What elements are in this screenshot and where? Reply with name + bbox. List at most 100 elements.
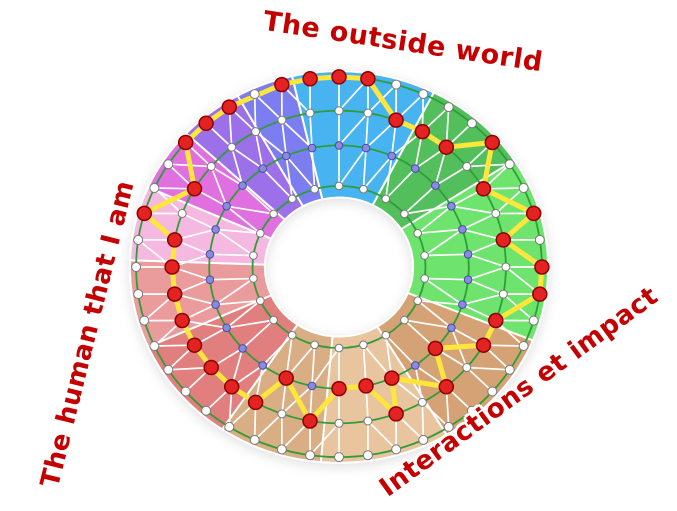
red-node[interactable] (166, 232, 183, 248)
red-node[interactable] (388, 112, 404, 128)
wheel-node[interactable] (205, 275, 215, 285)
red-node[interactable] (488, 312, 504, 329)
red-node[interactable] (203, 359, 219, 376)
red-node[interactable] (384, 370, 400, 386)
wheel-node[interactable] (418, 434, 429, 445)
wheel-node[interactable] (211, 225, 220, 234)
wheel-node[interactable] (149, 341, 160, 351)
wheel-node[interactable] (334, 418, 344, 428)
wheel-node[interactable] (458, 225, 467, 234)
wheel-node[interactable] (249, 434, 260, 445)
red-node[interactable] (438, 139, 455, 155)
wheel-node[interactable] (139, 315, 150, 326)
wheel-node[interactable] (251, 127, 261, 137)
wheel-node[interactable] (413, 229, 423, 238)
wheel-node[interactable] (391, 444, 402, 455)
wheel-node[interactable] (359, 340, 368, 350)
wheel-node[interactable] (163, 364, 174, 375)
red-node[interactable] (438, 379, 455, 395)
wheel-node[interactable] (281, 151, 291, 161)
wheel-node[interactable] (391, 79, 402, 90)
wheel-node[interactable] (277, 115, 287, 125)
red-node[interactable] (278, 370, 294, 386)
wheel-node[interactable] (334, 181, 344, 191)
wheel-node[interactable] (277, 409, 287, 419)
wheel-node[interactable] (180, 386, 191, 397)
red-node[interactable] (174, 312, 190, 329)
wheel-node[interactable] (310, 340, 319, 350)
wheel-node[interactable] (258, 164, 268, 173)
wheel-node[interactable] (201, 405, 212, 416)
wheel-node[interactable] (417, 397, 427, 407)
red-node[interactable] (525, 205, 542, 222)
wheel-node[interactable] (466, 118, 477, 129)
wheel-node[interactable] (498, 289, 508, 299)
wheel-node[interactable] (387, 151, 397, 161)
wheel-node[interactable] (249, 89, 260, 100)
wheel-node[interactable] (466, 405, 477, 416)
wheel-node[interactable] (287, 194, 297, 204)
red-node[interactable] (186, 337, 203, 353)
red-node[interactable] (358, 378, 374, 394)
wheel-node[interactable] (462, 162, 472, 171)
wheel-node[interactable] (238, 344, 247, 353)
wheel-node[interactable] (269, 315, 278, 325)
wheel-node[interactable] (249, 274, 258, 283)
wheel-node[interactable] (504, 364, 515, 375)
wheel-node[interactable] (518, 341, 529, 351)
wheel-node[interactable] (447, 323, 456, 333)
wheel-node[interactable] (462, 363, 472, 372)
wheel-node[interactable] (420, 251, 429, 260)
red-node[interactable] (186, 181, 203, 197)
red-node[interactable] (198, 115, 214, 132)
wheel-node[interactable] (518, 183, 529, 193)
wheel-node[interactable] (224, 421, 235, 432)
red-node[interactable] (164, 259, 180, 275)
wheel-node[interactable] (133, 289, 144, 300)
wheel-node[interactable] (256, 296, 265, 306)
red-node[interactable] (360, 71, 376, 87)
wheel-node[interactable] (443, 421, 454, 432)
red-node[interactable] (136, 205, 153, 222)
wheel-node[interactable] (249, 251, 258, 260)
wheel-node[interactable] (334, 106, 344, 116)
wheel-node[interactable] (363, 416, 373, 426)
wheel-node[interactable] (361, 143, 371, 153)
wheel-node[interactable] (222, 201, 231, 211)
red-node[interactable] (302, 413, 318, 429)
sector-green-light[interactable] (399, 158, 550, 342)
wheel-node[interactable] (305, 450, 316, 461)
wheel-node[interactable] (149, 183, 160, 193)
wheel-node[interactable] (400, 315, 409, 325)
wheel-node[interactable] (363, 108, 373, 118)
wheel-node[interactable] (420, 274, 429, 283)
red-node[interactable] (166, 286, 183, 302)
wheel-node[interactable] (307, 381, 317, 391)
red-node[interactable] (475, 337, 492, 353)
wheel-node[interactable] (381, 330, 391, 340)
red-node[interactable] (221, 99, 238, 115)
wheel-node[interactable] (205, 250, 215, 259)
wheel-node[interactable] (534, 234, 545, 245)
red-node[interactable] (427, 340, 444, 357)
wheel-node[interactable] (177, 209, 187, 218)
wheel-node[interactable] (413, 296, 423, 306)
wheel-node[interactable] (491, 209, 501, 218)
wheel-node[interactable] (307, 143, 317, 153)
wheel-node[interactable] (256, 229, 265, 238)
wheel-node[interactable] (487, 386, 498, 397)
red-node[interactable] (475, 181, 492, 197)
wheel-node[interactable] (458, 300, 467, 309)
sector-sky-blue[interactable] (290, 70, 436, 207)
wheel-node[interactable] (418, 89, 429, 100)
wheel-node[interactable] (411, 164, 420, 173)
wheel-node[interactable] (163, 159, 174, 170)
wheel-node[interactable] (287, 330, 297, 340)
wheel-node[interactable] (463, 250, 473, 259)
red-node[interactable] (177, 134, 194, 151)
wheel-node[interactable] (238, 181, 247, 190)
wheel-node[interactable] (131, 262, 142, 272)
wheel-node[interactable] (276, 444, 287, 455)
wheel-node[interactable] (501, 262, 511, 272)
wheel-node[interactable] (269, 209, 278, 219)
